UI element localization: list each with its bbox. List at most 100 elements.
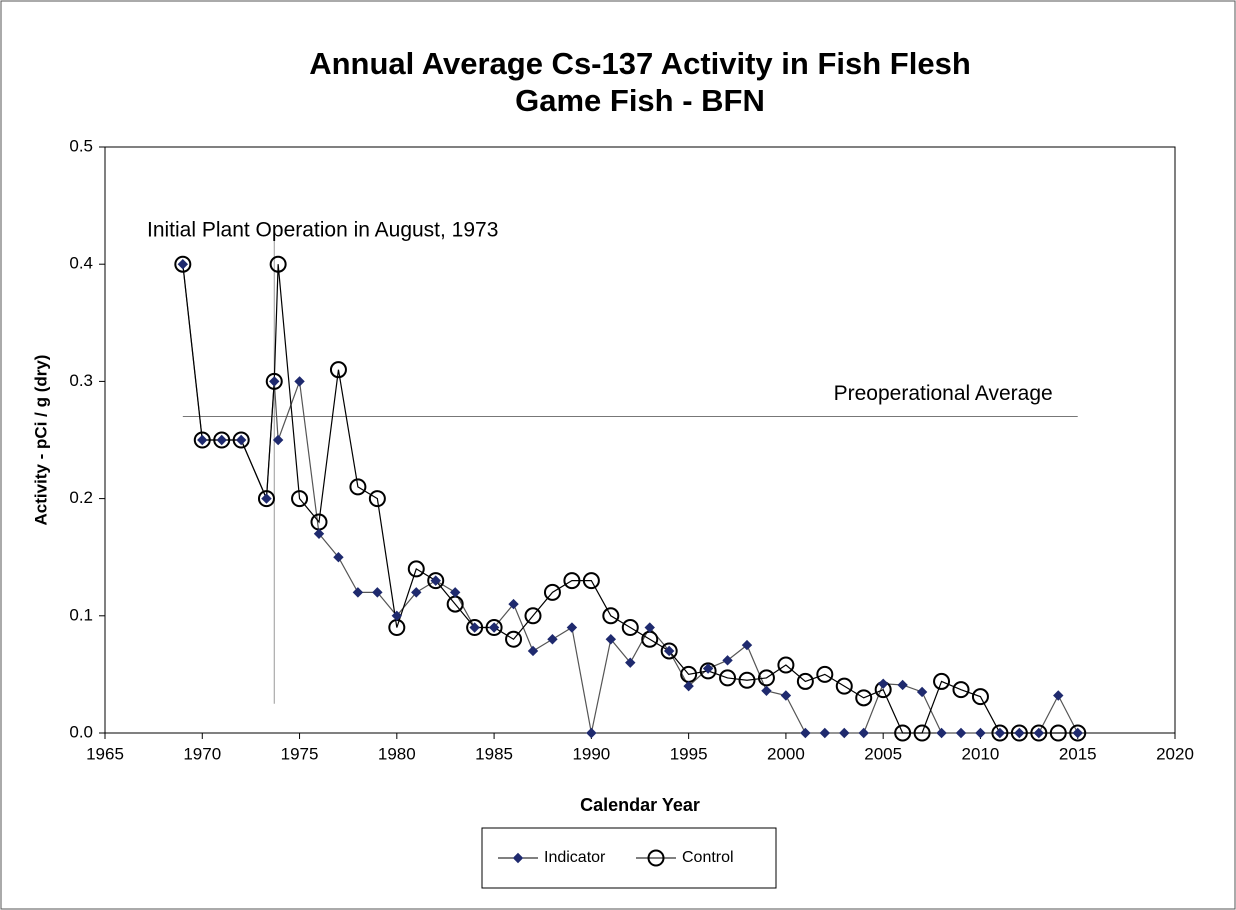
point xyxy=(197,434,208,446)
point xyxy=(407,560,425,578)
point xyxy=(975,727,986,739)
point xyxy=(257,490,275,508)
point xyxy=(368,490,386,508)
point xyxy=(449,587,461,598)
point xyxy=(855,689,873,707)
point xyxy=(193,431,211,449)
x-axis-title: Calendar Year xyxy=(580,795,700,815)
x-tick-label: 1990 xyxy=(572,744,610,763)
point xyxy=(816,665,834,683)
point xyxy=(955,727,967,739)
point xyxy=(605,634,617,645)
point xyxy=(352,587,364,598)
point xyxy=(877,678,889,689)
point xyxy=(547,634,558,645)
point xyxy=(411,587,422,598)
legend-marker xyxy=(647,849,665,867)
point xyxy=(488,622,500,633)
point xyxy=(780,690,792,701)
point xyxy=(261,493,272,504)
point xyxy=(586,727,597,739)
point xyxy=(505,630,523,648)
point xyxy=(971,688,989,706)
plot-area xyxy=(104,146,1176,734)
point xyxy=(738,671,756,689)
x-tick-label: 1970 xyxy=(183,744,221,763)
point xyxy=(777,656,795,674)
y-axis-title: Activity - pCi / g (dry) xyxy=(31,355,50,526)
annotation: Preoperational Average xyxy=(834,382,1053,405)
legend-label: Indicator xyxy=(544,849,606,866)
x-tick-label: 2015 xyxy=(1059,744,1097,763)
x-tick-label: 2010 xyxy=(962,744,1000,763)
point xyxy=(563,572,581,590)
point xyxy=(566,622,578,633)
annotation: Initial Plant Operation in August, 1973 xyxy=(147,218,498,241)
point xyxy=(621,619,639,637)
point xyxy=(994,727,1006,739)
y-tick-label: 0.2 xyxy=(69,488,93,507)
point xyxy=(294,376,305,387)
point xyxy=(741,639,753,651)
point xyxy=(933,672,951,690)
point xyxy=(800,727,811,739)
x-tick-label: 2000 xyxy=(767,744,805,763)
point xyxy=(269,255,287,273)
point xyxy=(761,685,772,697)
point xyxy=(936,727,947,739)
point xyxy=(232,431,250,449)
point xyxy=(839,727,850,739)
point xyxy=(430,575,441,586)
point xyxy=(333,551,344,563)
x-tick-label: 1975 xyxy=(281,744,319,763)
point xyxy=(819,727,831,739)
point xyxy=(485,619,503,637)
point xyxy=(602,607,620,625)
point xyxy=(349,478,367,496)
point xyxy=(213,431,231,449)
point xyxy=(1010,724,1028,742)
point xyxy=(683,680,694,692)
point xyxy=(952,681,970,699)
point xyxy=(991,724,1009,742)
point xyxy=(1014,727,1025,739)
y-tick-label: 0.1 xyxy=(69,605,93,624)
point xyxy=(466,619,484,637)
x-tick-label: 2005 xyxy=(864,744,902,763)
point xyxy=(1053,690,1064,701)
point xyxy=(1030,724,1048,742)
point xyxy=(913,724,931,742)
point xyxy=(796,672,814,690)
point xyxy=(329,361,347,379)
point xyxy=(174,255,192,273)
point xyxy=(858,727,869,739)
series-line xyxy=(182,264,1079,734)
point xyxy=(269,376,280,387)
point xyxy=(1049,724,1067,742)
point xyxy=(894,724,912,742)
point xyxy=(216,434,227,446)
x-tick-label: 1965 xyxy=(86,744,124,763)
point xyxy=(757,669,775,687)
point xyxy=(372,587,383,598)
point xyxy=(916,686,928,698)
point xyxy=(660,642,678,660)
point xyxy=(835,677,853,695)
point xyxy=(543,583,561,601)
point xyxy=(663,645,675,657)
y-tick-label: 0.5 xyxy=(69,136,93,155)
x-tick-label: 1995 xyxy=(670,744,708,763)
point xyxy=(719,669,737,687)
point xyxy=(582,572,600,590)
point xyxy=(313,528,325,539)
y-tick-label: 0.3 xyxy=(69,371,93,390)
point xyxy=(722,655,733,666)
legend-label: Control xyxy=(682,849,734,866)
y-tick-label: 0.4 xyxy=(69,254,93,273)
point xyxy=(897,679,908,691)
point xyxy=(527,645,539,657)
legend-marker xyxy=(512,852,524,864)
